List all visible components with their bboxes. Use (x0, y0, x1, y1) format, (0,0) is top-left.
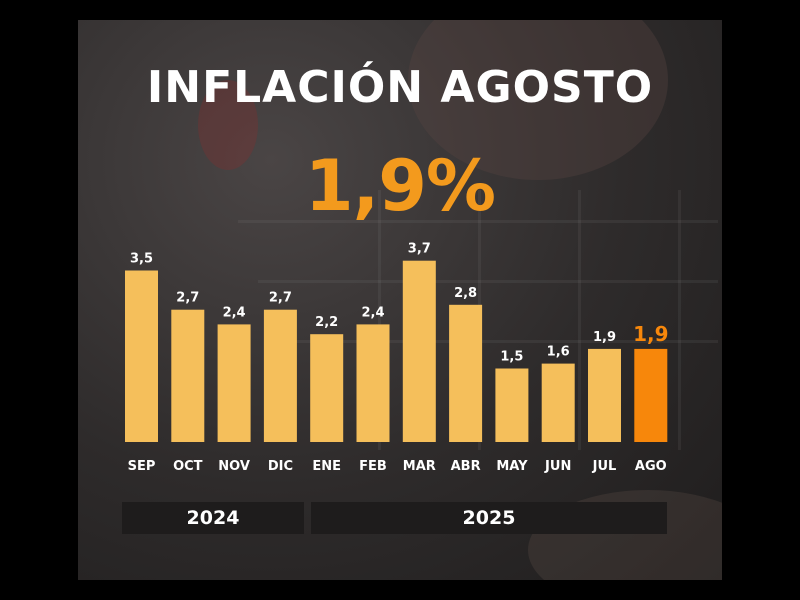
value-label-mar: 3,7 (408, 242, 431, 257)
background-cart-line (678, 190, 681, 450)
x-tick-label-abr: ABR (451, 459, 481, 474)
bar-abr (449, 304, 483, 442)
value-label-nov: 2,4 (223, 305, 246, 320)
bar-nov (217, 324, 251, 442)
value-label-dic: 2,7 (269, 291, 292, 306)
year-label-2025: 2025 (311, 502, 667, 534)
value-label-may: 1,5 (500, 350, 523, 365)
x-tick-label-ago: AGO (635, 459, 667, 474)
background-blob (198, 80, 258, 170)
value-label-jul: 1,9 (593, 330, 616, 345)
bar-oct (171, 309, 205, 442)
background-cart-line (258, 280, 718, 283)
bar-dic (263, 309, 297, 442)
x-tick-label-nov: NOV (218, 459, 250, 474)
bar-mar (402, 260, 436, 442)
headline-value: 1,9% (304, 145, 496, 227)
x-tick-label-ene: ENE (312, 459, 341, 474)
bar-sep (125, 270, 158, 442)
x-tick-label-dic: DIC (268, 459, 293, 474)
value-label-abr: 2,8 (454, 286, 477, 301)
x-tick-label-mar: MAR (403, 459, 436, 474)
x-tick-label-oct: OCT (173, 459, 203, 474)
value-label-oct: 2,7 (176, 291, 199, 306)
chart-title: INFLACIÓN AGOSTO (146, 62, 654, 113)
bar-ene (310, 334, 344, 442)
infographic-panel: INFLACIÓN AGOSTO 1,9% 3,5 SEP 2,7 OCT 2,4 NOV… (78, 20, 722, 580)
value-label-feb: 2,4 (361, 305, 384, 320)
bar-ago (634, 348, 668, 442)
background-cart-line (278, 340, 718, 343)
background-cart-line (578, 190, 581, 450)
x-tick-label-feb: FEB (359, 459, 387, 474)
x-tick-label-may: MAY (496, 459, 528, 474)
value-label-jun: 1,6 (547, 345, 570, 360)
background-cart-line (238, 220, 718, 223)
value-label-ene: 2,2 (315, 315, 338, 330)
bar-jun (541, 363, 575, 442)
background-blob (408, 20, 668, 180)
bar-feb (356, 324, 390, 442)
x-tick-label-sep: SEP (128, 459, 156, 474)
bar-jul (588, 348, 621, 442)
value-label-ago: 1,9 (633, 322, 668, 346)
background-cart-line (378, 190, 381, 450)
value-label-sep: 3,5 (130, 252, 153, 267)
x-tick-label-jun: JUN (544, 459, 571, 474)
bar-chart: 3,5 SEP 2,7 OCT 2,4 NOV 2,7 DIC 2,2 ENE 2,4 FEB 3,7 M… (125, 242, 669, 474)
bar-may (495, 368, 529, 442)
year-label-2024: 2024 (122, 502, 304, 534)
x-tick-label-jul: JUL (592, 459, 617, 474)
